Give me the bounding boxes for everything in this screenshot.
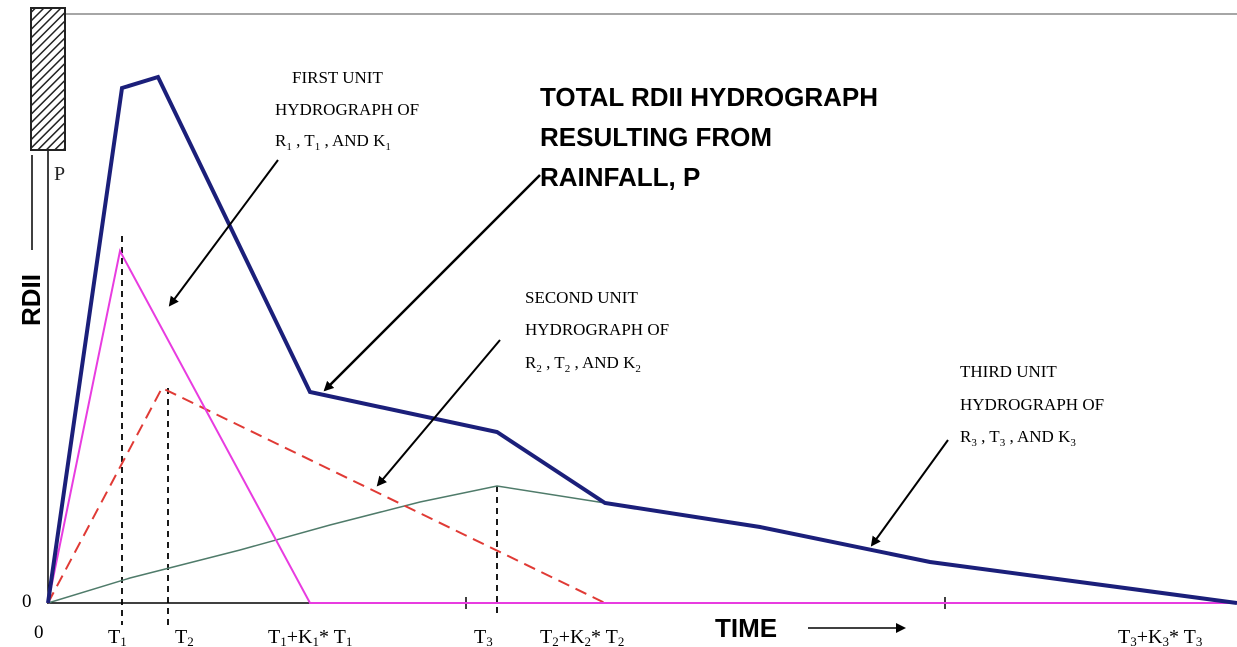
second-annotation-line3: R2 , T2 , AND K2: [525, 353, 641, 375]
first-annotation-line2: HYDROGRAPH OF: [275, 100, 419, 119]
tick-label-t2: T2: [175, 626, 194, 647]
rainfall-label: P: [54, 163, 65, 185]
third-annotation-line2: HYDROGRAPH OF: [960, 395, 1104, 414]
third-annotation-arrow: [870, 439, 949, 547]
second-unit-hydrograph: [47, 386, 1237, 604]
second-annotation-line2: HYDROGRAPH OF: [525, 320, 669, 339]
second-annotation-arrow: [376, 339, 501, 487]
tick-label-t2-k2: T2+K2* T2: [540, 626, 624, 647]
third-unit-hydrograph: [47, 485, 1231, 604]
total-annotation: TOTAL RDII HYDROGRAPH RESULTING FROM RAI…: [540, 82, 878, 192]
third-unit-annotation: THIRD UNIT HYDROGRAPH OF R3 , T3 , AND K…: [960, 362, 1104, 449]
first-annotation-line3: R1 , T1 , AND K1: [275, 131, 391, 153]
tick-label-t3-k3: T3+K3* T3: [1118, 626, 1202, 647]
x-axis-label: TIME: [715, 613, 777, 643]
total-annotation-line2: RESULTING FROM: [540, 122, 772, 152]
x-origin-label: 0: [34, 622, 44, 643]
first-unit-annotation: FIRST UNIT HYDROGRAPH OF R1 , T1 , AND K…: [275, 68, 419, 153]
rainfall-bar: [30, 7, 66, 151]
total-annotation-arrow: [323, 174, 541, 392]
second-annotation-line1: SECOND UNIT: [525, 288, 638, 307]
total-annotation-line3: RAINFALL, P: [540, 162, 700, 192]
third-annotation-line3: R3 , T3 , AND K3: [960, 427, 1076, 449]
total-annotation-line1: TOTAL RDII HYDROGRAPH: [540, 82, 878, 112]
third-annotation-line1: THIRD UNIT: [960, 362, 1057, 381]
total-rdii-hydrograph: [46, 74, 1237, 605]
first-unit-hydrograph: [47, 248, 1237, 604]
tick-label-t1-k1: T1+K1* T1: [268, 626, 352, 647]
y-origin-label: 0: [22, 591, 32, 612]
y-axis-label: RDII: [16, 274, 46, 326]
tick-label-t1: T1: [108, 626, 127, 647]
second-unit-annotation: SECOND UNIT HYDROGRAPH OF R2 , T2 , AND …: [525, 288, 669, 375]
tick-label-t3: T3: [474, 626, 493, 647]
first-annotation-arrow: [168, 159, 279, 307]
first-annotation-line1: FIRST UNIT: [292, 68, 383, 87]
